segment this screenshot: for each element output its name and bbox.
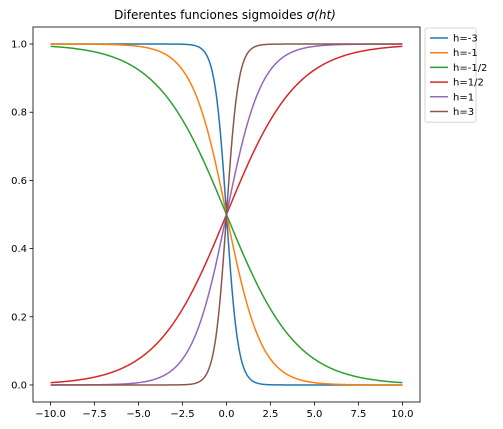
legend-label-0: h=-3	[453, 34, 478, 45]
chart-title-prefix: Diferentes funciones sigmoides	[114, 8, 306, 22]
legend-box	[424, 27, 477, 123]
chart-title: Diferentes funciones sigmoides σ(ht)	[114, 8, 336, 22]
x-tick-label: 10.0	[391, 409, 413, 420]
series-lines	[50, 43, 403, 386]
y-axis-ticks: 0.0 0.2 0.4 0.6 0.8 1.0	[11, 40, 33, 391]
legend-label-5: h=3	[453, 107, 474, 118]
series-line-5	[50, 43, 403, 386]
x-tick-label: 7.5	[350, 409, 366, 420]
x-tick-label: −2.5	[170, 409, 194, 420]
x-tick-label: −5.0	[126, 409, 150, 420]
y-tick-label: 0.2	[11, 312, 27, 323]
x-tick-label: −10.0	[35, 409, 66, 420]
chart-title-math: σ(ht)	[307, 8, 336, 22]
legend-label-4: h=1	[453, 92, 474, 103]
y-tick-label: 0.8	[11, 108, 27, 119]
x-tick-label: 2.5	[263, 409, 279, 420]
y-tick-label: 1.0	[11, 40, 27, 51]
x-tick-label: −7.5	[82, 409, 106, 420]
x-tick-label: 0.0	[219, 409, 235, 420]
legend: h=-3 h=-1 h=-1/2 h=1/2 h=1 h=3	[424, 27, 487, 123]
legend-label-3: h=1/2	[453, 78, 484, 89]
legend-label-1: h=-1	[453, 48, 478, 59]
y-tick-label: 0.0	[11, 380, 27, 391]
y-tick-label: 0.4	[11, 244, 27, 255]
legend-label-2: h=-1/2	[453, 63, 487, 74]
x-tick-label: 5.0	[307, 409, 323, 420]
y-tick-label: 0.6	[11, 176, 27, 187]
x-axis-ticks: −10.0 −7.5 −5.0 −2.5 0.0 2.5 5.0 7.5 10.0	[35, 402, 414, 420]
